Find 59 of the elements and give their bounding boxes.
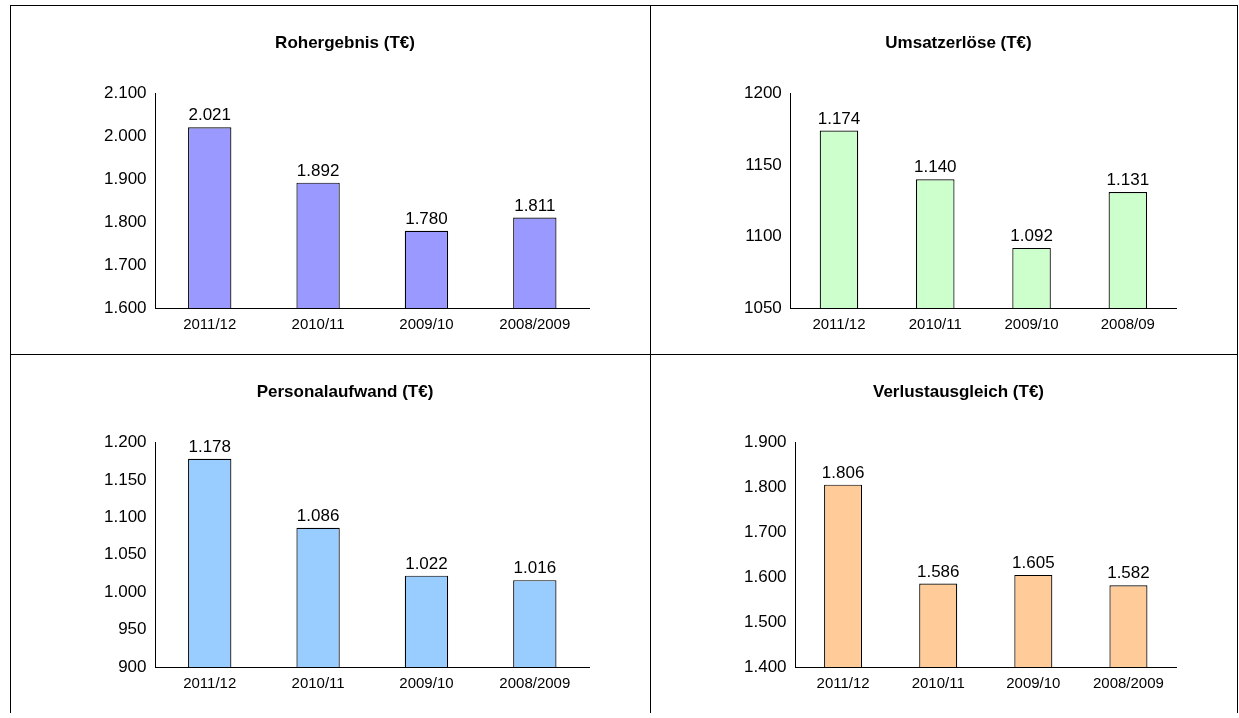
data-label: 1.092: [1010, 226, 1053, 246]
chart-title: Umsatzerlöse (T€): [885, 32, 1032, 52]
x-tick-label: 2011/12: [183, 315, 237, 333]
data-label: 1.605: [1012, 553, 1055, 573]
x-tick-label: 2011/12: [812, 315, 866, 333]
x-tick-label: 2009/10: [399, 315, 454, 333]
chart-title: Rohergebnis (T€): [275, 32, 415, 52]
y-tick-label: 1.600: [103, 297, 147, 317]
y-tick-label: 900: [118, 656, 147, 676]
data-label: 1.140: [913, 157, 957, 177]
y-tick-label: 1.000: [103, 581, 147, 601]
data-label: 1.131: [1106, 170, 1150, 190]
y-tick-label: 1.100: [103, 506, 147, 526]
chart-title: Personalaufwand (T€): [256, 381, 434, 401]
data-label: 1.780: [405, 208, 448, 228]
y-tick-label: 1.700: [743, 521, 787, 541]
data-label: 2.021: [188, 105, 231, 125]
x-tick-label: 2011/12: [816, 674, 870, 692]
data-label: 1.086: [296, 505, 340, 525]
x-tick-label: 2008/2009: [499, 674, 571, 692]
y-tick-label: 1.900: [103, 168, 147, 188]
y-tick-label: 1.900: [743, 432, 787, 452]
x-tick-label: 2010/11: [911, 674, 965, 692]
x-tick-label: 2008/2009: [1092, 674, 1164, 692]
x-tick-label: 2009/10: [399, 674, 454, 692]
y-tick-label: 1.200: [103, 432, 147, 452]
x-tick-label: 2009/10: [1006, 674, 1061, 692]
x-tick-label: 2008/09: [1100, 315, 1155, 333]
y-tick-label: 1100: [745, 226, 782, 246]
data-label: 1.892: [296, 160, 340, 180]
data-label: 1.022: [405, 553, 448, 573]
data-label: 1.174: [817, 108, 861, 128]
y-tick-label: 950: [118, 619, 147, 639]
y-tick-label: 1.800: [743, 477, 787, 497]
data-label: 1.178: [188, 437, 231, 457]
y-tick-label: 2.000: [103, 126, 147, 146]
x-tick-label: 2009/10: [1004, 315, 1059, 333]
data-label: 1.811: [514, 195, 556, 215]
data-label: 1.016: [513, 558, 557, 578]
y-tick-label: 1.050: [103, 544, 147, 564]
x-tick-label: 2011/12: [183, 674, 237, 692]
x-tick-label: 2008/2009: [499, 315, 571, 333]
y-tick-label: 1.700: [103, 254, 147, 274]
chart-title: Verlustausgleich (T€): [873, 381, 1044, 401]
y-tick-label: 1.500: [743, 611, 787, 631]
data-label: 1.806: [821, 462, 865, 482]
x-tick-label: 2010/11: [291, 674, 345, 692]
y-tick-label: 1150: [745, 154, 782, 174]
x-tick-label: 2010/11: [291, 315, 345, 333]
y-tick-label: 2.100: [103, 83, 147, 103]
y-tick-label: 1.800: [103, 211, 147, 231]
data-label: 1.586: [916, 561, 960, 581]
data-label: 1.582: [1107, 563, 1150, 583]
x-tick-label: 2010/11: [908, 315, 962, 333]
y-tick-label: 1200: [743, 83, 782, 103]
y-tick-label: 1.400: [743, 656, 787, 676]
y-tick-label: 1.600: [743, 566, 787, 586]
y-tick-label: 1050: [743, 297, 782, 317]
y-tick-label: 1.150: [103, 469, 147, 489]
